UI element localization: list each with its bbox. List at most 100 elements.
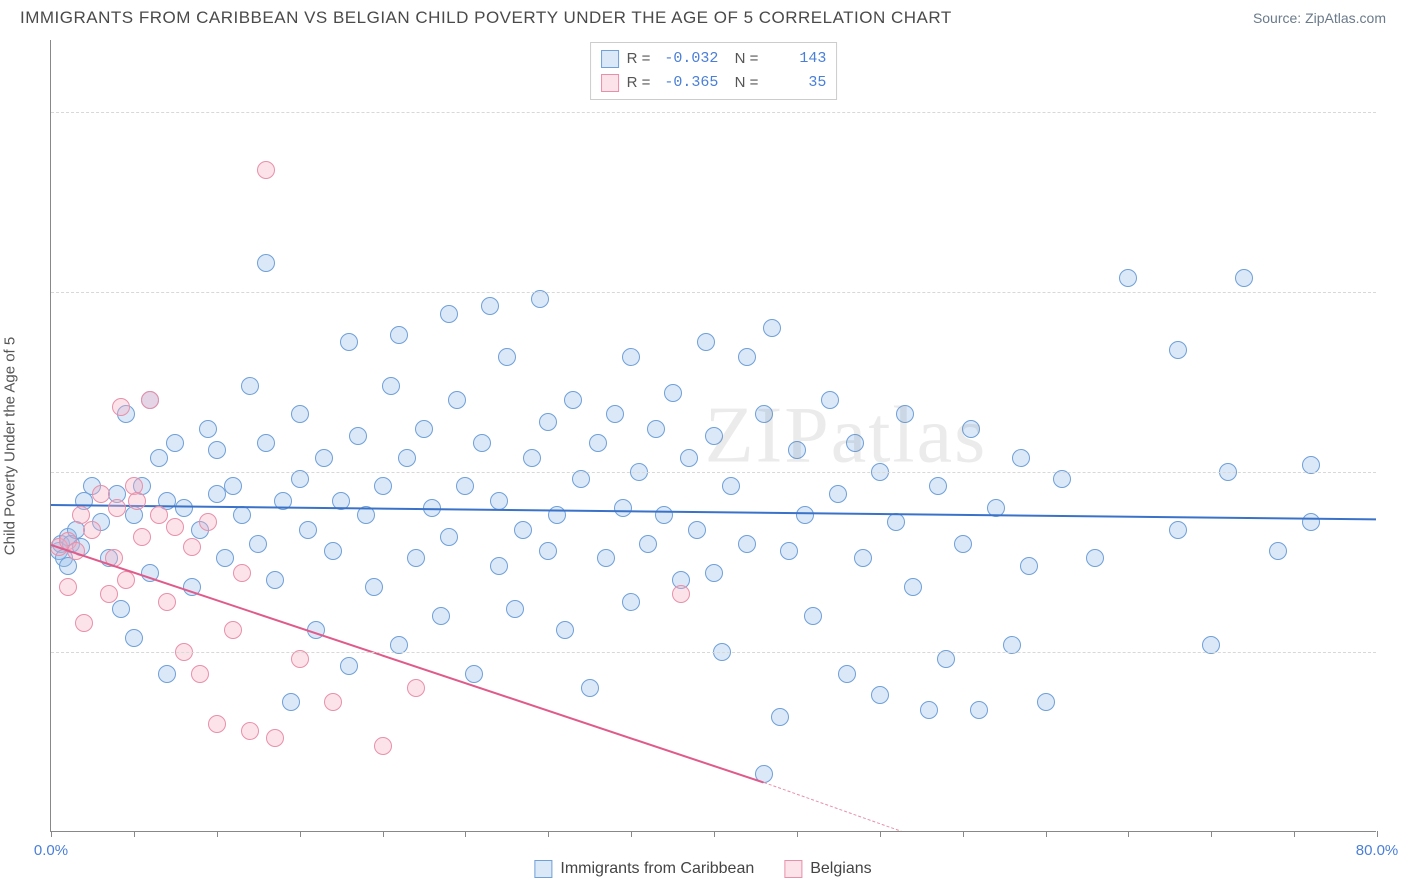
data-point [771,708,789,726]
data-point [490,492,508,510]
data-point [175,499,193,517]
data-point [755,405,773,423]
data-point [456,477,474,495]
data-point [1012,449,1030,467]
data-point [324,693,342,711]
x-tick [1046,831,1047,837]
x-tick [1211,831,1212,837]
data-point [705,564,723,582]
data-point [796,506,814,524]
stat-label: N = [726,47,758,71]
data-point [108,499,126,517]
data-point [365,578,383,596]
data-point [150,449,168,467]
x-tick-label: 0.0% [34,842,68,859]
data-point [614,499,632,517]
data-point [738,348,756,366]
data-point [282,693,300,711]
data-point [506,600,524,618]
data-point [1086,549,1104,567]
data-point [622,348,640,366]
data-point [680,449,698,467]
data-point [112,398,130,416]
data-point [216,549,234,567]
data-point [763,319,781,337]
y-tick-label: 50.0% [1386,104,1406,121]
data-point [224,621,242,639]
data-point [112,600,130,618]
data-point [1169,341,1187,359]
data-point [854,549,872,567]
x-tick [217,831,218,837]
legend-swatch [784,860,802,878]
data-point [871,686,889,704]
data-point [83,521,101,539]
data-point [539,542,557,560]
source-attribution: Source: ZipAtlas.com [1253,10,1386,26]
data-point [117,571,135,589]
data-point [208,485,226,503]
data-point [564,391,582,409]
data-point [622,593,640,611]
stats-row: R =-0.365 N =35 [601,71,827,95]
data-point [128,492,146,510]
data-point [1037,693,1055,711]
legend-label: Immigrants from Caribbean [560,860,754,878]
data-point [233,506,251,524]
data-point [125,629,143,647]
data-point [398,449,416,467]
data-point [697,333,715,351]
stat-label: R = [627,71,651,95]
x-tick [1128,831,1129,837]
data-point [639,535,657,553]
data-point [896,405,914,423]
data-point [481,297,499,315]
data-point [374,477,392,495]
data-point [199,513,217,531]
data-point [514,521,532,539]
legend-item: Belgians [784,860,871,878]
data-point [233,564,251,582]
y-axis-label: Child Poverty Under the Age of 5 [2,337,19,555]
data-point [92,485,110,503]
legend: Immigrants from Caribbean Belgians [534,860,871,878]
data-point [581,679,599,697]
data-point [904,578,922,596]
data-point [100,585,118,603]
data-point [382,377,400,395]
data-point [249,535,267,553]
data-point [788,441,806,459]
x-tick [963,831,964,837]
data-point [315,449,333,467]
data-point [432,607,450,625]
legend-swatch [601,50,619,68]
y-tick-label: 25.0% [1386,464,1406,481]
legend-label: Belgians [810,860,871,878]
chart-title: IMMIGRANTS FROM CARIBBEAN VS BELGIAN CHI… [20,8,952,28]
r-value: -0.032 [658,47,718,71]
data-point [257,434,275,452]
n-value: 143 [766,47,826,71]
data-point [158,665,176,683]
data-point [390,326,408,344]
n-value: 35 [766,71,826,95]
plot-area [51,40,1376,831]
data-point [1269,542,1287,560]
data-point [688,521,706,539]
data-point [780,542,798,560]
stat-label: R = [627,47,651,71]
data-point [606,405,624,423]
stat-label: N = [726,71,758,95]
data-point [821,391,839,409]
data-point [440,528,458,546]
data-point [705,427,723,445]
data-point [1302,513,1320,531]
legend-swatch [601,74,619,92]
data-point [191,665,209,683]
data-point [199,420,217,438]
data-point [340,657,358,675]
data-point [523,449,541,467]
data-point [324,542,342,560]
data-point [490,557,508,575]
trend-line [51,544,764,783]
